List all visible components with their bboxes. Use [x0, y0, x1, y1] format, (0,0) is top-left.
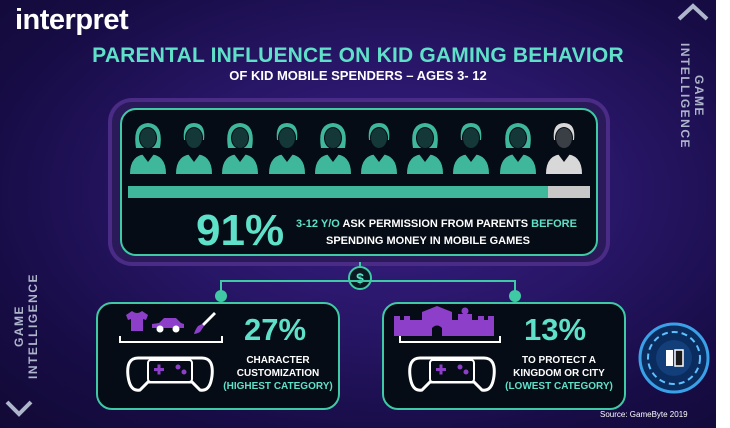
side-label-right: GAME INTELLIGENCE	[678, 42, 706, 149]
car-icon	[152, 318, 184, 333]
connector-horizontal	[220, 280, 516, 282]
brand-badge-icon	[638, 322, 710, 394]
lowest-percent: 13%	[524, 312, 587, 347]
main-description-line2: SPENDING MONEY IN MOBILE GAMES	[326, 235, 530, 247]
left-bracket	[119, 336, 223, 343]
person-icon-asks	[407, 123, 444, 174]
right-bracket	[399, 336, 501, 343]
person-icon-asks	[314, 123, 351, 174]
connector-left-drop	[220, 280, 222, 294]
page-subtitle: OF KID MOBILE SPENDERS – AGES 3- 12	[229, 68, 487, 83]
before-text: BEFORE	[531, 218, 577, 230]
tshirt-icon	[126, 311, 148, 331]
lowest-note: (LOWEST CATEGORY)	[505, 381, 613, 392]
highest-percent: 27%	[244, 312, 307, 347]
connector-right-dot	[509, 290, 521, 302]
main-percent: 91%	[196, 206, 285, 255]
person-icon-asks	[222, 123, 259, 174]
person-icon-asks	[361, 123, 397, 174]
highest-line1: CHARACTER	[246, 355, 310, 366]
chevron-down-icon	[5, 400, 33, 417]
connector-right-drop	[514, 280, 516, 294]
main-description: 3-12 Y/O ASK PERMISSION FROM PARENTS BEF…	[296, 216, 596, 250]
ask-permission-text: ASK PERMISSION FROM PARENTS	[339, 218, 532, 230]
connector-left-dot	[215, 290, 227, 302]
page-title: PARENTAL INFLUENCE ON KID GAMING BEHAVIO…	[92, 44, 624, 67]
highest-description: CHARACTER CUSTOMIZATION (HIGHEST CATEGOR…	[222, 354, 334, 393]
person-icon-does-not-ask	[545, 123, 582, 174]
side-label-left: GAME INTELLIGENCE	[12, 273, 40, 380]
lowest-line2: KINGDOM OR CITY	[513, 368, 605, 379]
person-icon-asks	[268, 123, 305, 174]
age-range: 3-12 Y/O	[296, 218, 340, 230]
gamepad-phone-icon	[126, 356, 214, 392]
lowest-line1: TO PROTECT A	[522, 355, 596, 366]
gamepad-phone-icon	[408, 356, 496, 392]
connector-stem	[359, 262, 361, 268]
source-note: Source: GameByte 2019	[600, 410, 688, 419]
person-icon-asks	[130, 123, 166, 174]
castle-icon	[394, 306, 494, 336]
permission-bar-fill	[128, 186, 549, 198]
lowest-description: TO PROTECT A KINGDOM OR CITY (LOWEST CAT…	[500, 354, 618, 393]
person-icon-asks	[176, 123, 213, 174]
highest-line2: CUSTOMIZATION	[236, 368, 320, 379]
dollar-icon: $	[348, 266, 372, 290]
main-description-line1: 3-12 Y/O ASK PERMISSION FROM PARENTS BEF…	[296, 216, 596, 233]
brand-logo: interpret	[15, 4, 129, 36]
person-icon-asks	[453, 123, 490, 174]
person-icon-asks	[499, 123, 536, 174]
highest-note: (HIGHEST CATEGORY)	[223, 381, 333, 392]
chevron-up-icon	[677, 3, 709, 21]
paintbrush-icon	[194, 312, 216, 334]
